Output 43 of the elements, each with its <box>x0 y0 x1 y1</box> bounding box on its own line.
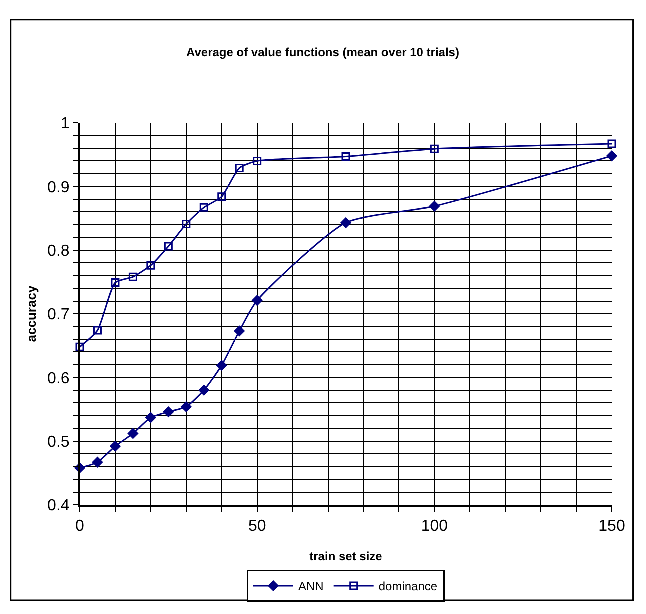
y-tick-label: 0.9 <box>48 179 70 196</box>
point <box>76 342 84 352</box>
point <box>200 203 208 212</box>
point <box>218 192 226 202</box>
point <box>163 406 174 418</box>
y-tick-label: 0.8 <box>48 242 70 260</box>
y-tick-label: 0.6 <box>48 370 70 388</box>
x-tick-label: 0 <box>76 518 85 536</box>
point <box>234 326 245 336</box>
legend-label: dominance <box>378 580 438 594</box>
point <box>110 441 121 452</box>
point <box>235 164 244 172</box>
y-tick-label: 1 <box>60 116 70 133</box>
y-tick-label: 0.5 <box>48 434 70 451</box>
x-tick-label: 150 <box>598 518 626 536</box>
point <box>608 140 616 148</box>
y-tick-label: 0.4 <box>48 498 70 515</box>
legend-label: ANN <box>298 580 324 594</box>
point <box>128 428 138 439</box>
x-tick-label: 50 <box>248 518 266 536</box>
x-axis-title: train set size <box>310 550 383 564</box>
point <box>146 412 156 424</box>
point <box>342 152 350 161</box>
point <box>92 457 104 468</box>
y-axis-title: accuracy <box>24 285 39 342</box>
point <box>182 220 191 228</box>
point <box>146 261 156 270</box>
point <box>252 295 263 306</box>
point <box>111 278 120 288</box>
chart-title: Average of value functions (mean over 10 trials) <box>186 45 460 60</box>
y-tick-label: 0.7 <box>48 306 70 324</box>
point <box>340 218 352 228</box>
point <box>181 402 192 412</box>
x-tick-label: 100 <box>421 518 448 536</box>
point <box>198 385 210 396</box>
point <box>93 326 102 335</box>
point <box>429 201 440 212</box>
point <box>128 272 138 282</box>
point <box>606 150 618 162</box>
point <box>253 156 262 166</box>
point <box>216 360 228 371</box>
point <box>430 144 439 154</box>
point <box>164 242 173 251</box>
